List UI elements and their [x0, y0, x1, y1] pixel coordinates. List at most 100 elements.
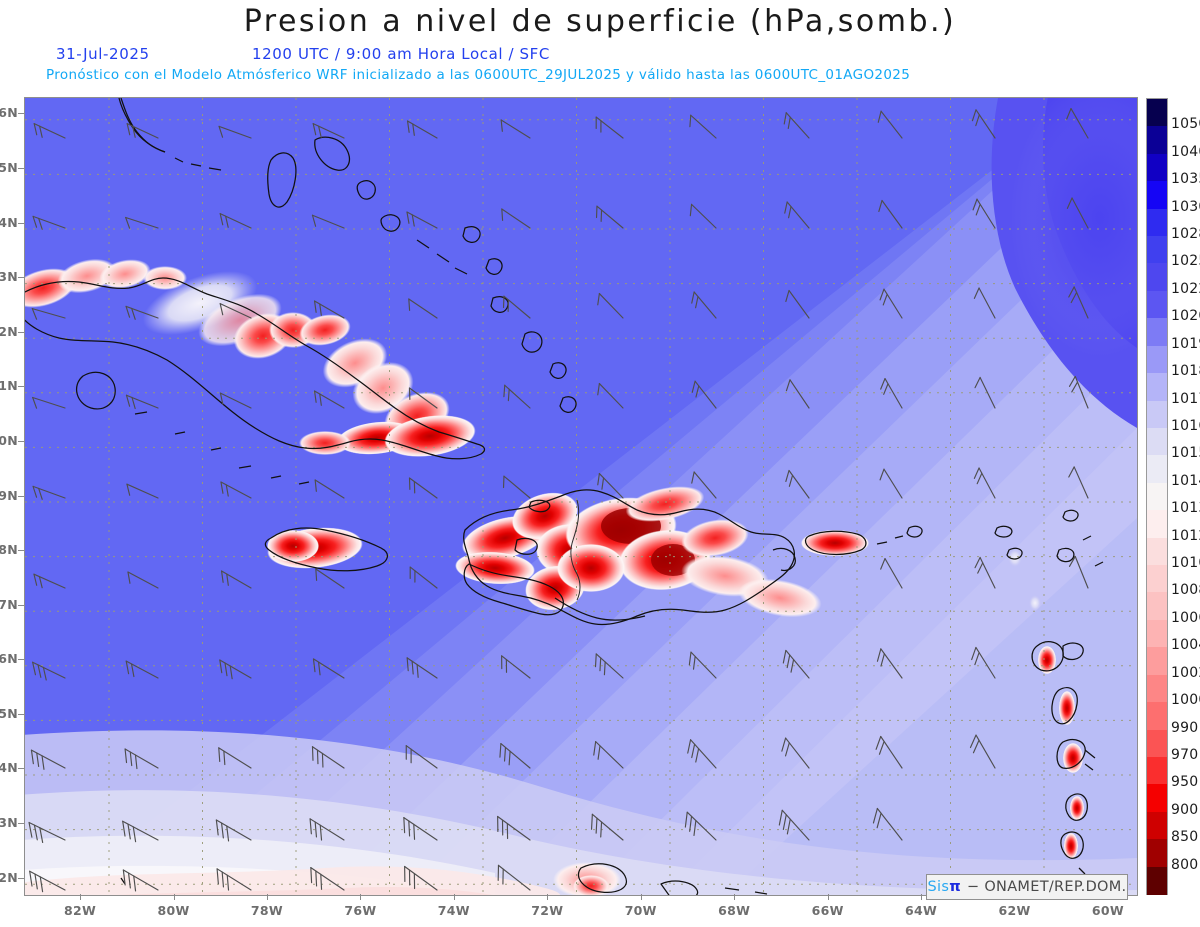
- colorbar-swatch: [1147, 99, 1167, 127]
- colorbar-tick-label: 1006: [1171, 609, 1200, 626]
- sis-label: Sis: [927, 879, 950, 895]
- colorbar-tick-label: 1022: [1171, 280, 1200, 297]
- lat-tick: [18, 768, 24, 770]
- colorbar-swatch: [1147, 839, 1167, 868]
- colorbar-tick-label: 1002: [1171, 664, 1200, 681]
- colorbar-tick-label: 1025: [1171, 253, 1200, 270]
- lat-tick: [18, 113, 24, 115]
- lon-tick-label: 68W: [718, 903, 751, 918]
- lon-tick: [453, 894, 455, 900]
- lon-tick-label: 70W: [624, 903, 657, 918]
- lon-tick-label: 72W: [531, 903, 564, 918]
- colorbar-swatch: [1147, 510, 1167, 539]
- colorbar-swatch: [1147, 263, 1167, 292]
- colorbar-swatch: [1147, 181, 1167, 210]
- colorbar-swatch: [1147, 537, 1167, 566]
- colorbar-swatch: [1147, 373, 1167, 402]
- lat-tick-label: 15N: [0, 705, 18, 721]
- pressure-lows: [25, 258, 1084, 895]
- lon-tick-label: 64W: [905, 903, 938, 918]
- colorbar-tick-label: 1000: [1171, 692, 1200, 709]
- colorbar-tick-label: 1018: [1171, 363, 1200, 380]
- colorbar-swatch: [1147, 126, 1167, 155]
- pressure-field-map: [25, 98, 1137, 895]
- forecast-cycle: 1200 UTC / 9:00 am Hora Local / SFC: [252, 45, 550, 63]
- lat-tick: [18, 331, 24, 333]
- lon-tick: [266, 894, 268, 900]
- lon-tick: [921, 894, 923, 900]
- lat-tick-label: 25N: [0, 159, 18, 175]
- colorbar-tick-label: 1020: [1171, 308, 1200, 325]
- colorbar-tick-label: 1014: [1171, 472, 1200, 489]
- colorbar-swatch: [1147, 866, 1167, 895]
- colorbar-swatch: [1147, 619, 1167, 648]
- lon-tick: [80, 894, 82, 900]
- colorbar-swatch: [1147, 208, 1167, 237]
- colorbar-swatch: [1147, 565, 1167, 594]
- org-label: − ONAMET/REP.DOM.: [966, 879, 1127, 895]
- colorbar-tick-label: 1008: [1171, 582, 1200, 599]
- lon-tick-label: 80W: [157, 903, 190, 918]
- lat-tick-label: 16N: [0, 651, 18, 667]
- colorbar-tick-label: 1010: [1171, 555, 1200, 572]
- colorbar-tick-label: 1019: [1171, 335, 1200, 352]
- colorbar-tick-label: 1030: [1171, 198, 1200, 215]
- colorbar-tick-label: 1017: [1171, 390, 1200, 407]
- forecast-date: 31-Jul-2025: [56, 45, 150, 63]
- lat-tick-label: 22N: [0, 323, 18, 339]
- colorbar-swatch: [1147, 592, 1167, 621]
- low-pressure-swath: [25, 730, 1137, 895]
- colorbar-tick-label: 1028: [1171, 226, 1200, 243]
- colorbar-swatch: [1147, 756, 1167, 785]
- lat-tick-label: 20N: [0, 432, 18, 448]
- lat-tick-label: 18N: [0, 542, 18, 558]
- colorbar-tick-label: 1013: [1171, 500, 1200, 517]
- colorbar-swatch: [1147, 784, 1167, 813]
- lon-tick: [547, 894, 549, 900]
- map-canvas[interactable]: [24, 97, 1138, 896]
- lon-tick: [734, 894, 736, 900]
- colorbar-tick-label: 970: [1171, 746, 1199, 763]
- lon-tick-label: 74W: [437, 903, 470, 918]
- colorbar-swatch: [1147, 318, 1167, 347]
- lat-tick: [18, 604, 24, 606]
- colorbar-swatch: [1147, 674, 1167, 703]
- colorbar-tick-label: 1035: [1171, 171, 1200, 188]
- lon-tick: [640, 894, 642, 900]
- page-title: Presion a nivel de superficie (hPa,somb.…: [243, 4, 957, 39]
- colorbar-tick-label: 1040: [1171, 143, 1200, 160]
- lat-tick: [18, 440, 24, 442]
- colorbar-tick-label: 950: [1171, 774, 1199, 791]
- model-description: Pronóstico con el Modelo Atmósferico WRF…: [46, 67, 911, 83]
- colorbar-tick-label: 900: [1171, 801, 1199, 818]
- colorbar-swatch: [1147, 290, 1167, 319]
- colorbar-tick-label: 850: [1171, 829, 1199, 846]
- colorbar-swatch: [1147, 729, 1167, 758]
- colorbar-swatch: [1147, 236, 1167, 265]
- colorbar-swatch: [1147, 153, 1167, 182]
- lat-tick: [18, 823, 24, 825]
- colorbar-swatch: [1147, 482, 1167, 511]
- lat-tick-label: 14N: [0, 760, 18, 776]
- lat-tick: [18, 877, 24, 879]
- lat-tick-label: 13N: [0, 815, 18, 831]
- lat-tick-label: 19N: [0, 487, 18, 503]
- lat-tick-label: 26N: [0, 105, 18, 121]
- lon-tick: [827, 894, 829, 900]
- lat-tick: [18, 222, 24, 224]
- lat-tick: [18, 386, 24, 388]
- colorbar-swatch: [1147, 345, 1167, 374]
- lon-tick-label: 62W: [998, 903, 1031, 918]
- colorbar-tick-label: 1016: [1171, 417, 1200, 434]
- lat-tick: [18, 659, 24, 661]
- attribution-box: Sis π − ONAMET/REP.DOM.: [926, 874, 1128, 900]
- colorbar-tick-label: 990: [1171, 719, 1199, 736]
- colorbar[interactable]: [1146, 98, 1168, 895]
- lat-tick-label: 24N: [0, 214, 18, 230]
- lon-tick: [360, 894, 362, 900]
- colorbar-swatch: [1147, 427, 1167, 456]
- colorbar-tick-label: 1012: [1171, 527, 1200, 544]
- colorbar-swatch: [1147, 702, 1167, 731]
- coastlines: [25, 98, 1104, 895]
- lat-tick: [18, 277, 24, 279]
